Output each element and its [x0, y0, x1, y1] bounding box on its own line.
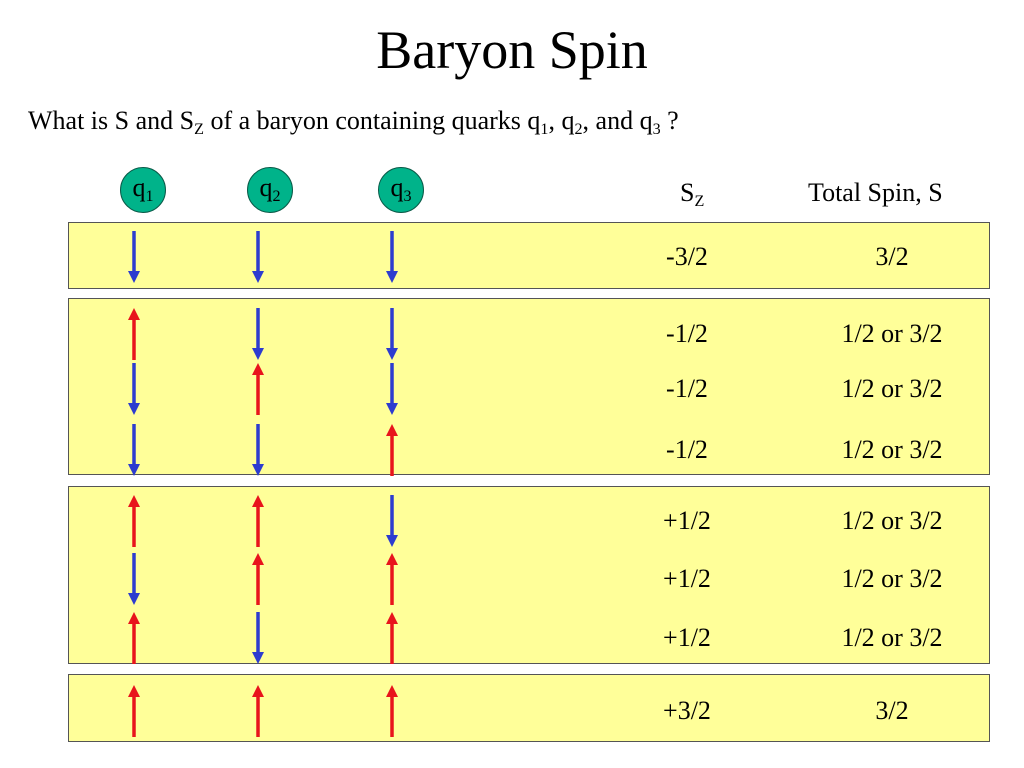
spin-up-arrow-icon	[128, 685, 140, 737]
spin-up-arrow-icon	[252, 363, 264, 415]
sz-value: +1/2	[663, 506, 711, 535]
sz-value: -1/2	[666, 374, 708, 403]
sz-header-label: S	[680, 178, 695, 207]
question-sep2: , and q	[582, 106, 653, 135]
total-spin-value: 1/2 or 3/2	[841, 506, 943, 535]
spin-group-panel	[68, 222, 990, 289]
question-sep1: , q	[548, 106, 575, 135]
quark-q2-circle: q2	[247, 167, 293, 213]
total-spin-value: 1/2 or 3/2	[841, 435, 943, 464]
spin-down-arrow-icon	[386, 231, 398, 283]
quark-q3-subscript: 3	[403, 187, 412, 205]
spin-up-arrow-icon	[386, 553, 398, 605]
quark-q3-label: q	[390, 173, 404, 202]
spin-down-arrow-icon	[252, 612, 264, 664]
spin-down-arrow-icon	[252, 231, 264, 283]
spin-group-panel	[68, 298, 990, 475]
spin-up-arrow-icon	[252, 685, 264, 737]
sz-value: -1/2	[666, 319, 708, 348]
quark-q2-label: q	[259, 173, 273, 202]
question-q1-subscript: 1	[540, 120, 549, 138]
question-suffix: ?	[660, 106, 679, 135]
total-spin-value: 1/2 or 3/2	[841, 374, 943, 403]
sz-value: -1/2	[666, 435, 708, 464]
spin-up-arrow-icon	[252, 495, 264, 547]
spin-up-arrow-icon	[386, 612, 398, 664]
spin-down-arrow-icon	[252, 424, 264, 476]
total-spin-value: 1/2 or 3/2	[841, 623, 943, 652]
spin-down-arrow-icon	[128, 363, 140, 415]
sz-header-subscript: Z	[694, 192, 705, 210]
quark-q1-subscript: 1	[145, 187, 154, 205]
spin-down-arrow-icon	[386, 308, 398, 360]
question-text: What is S and SZ of a baryon containing …	[28, 104, 679, 138]
sz-value: +1/2	[663, 623, 711, 652]
total-spin-value: 1/2 or 3/2	[841, 319, 943, 348]
total-spin-value: 1/2 or 3/2	[841, 564, 943, 593]
slide-title: Baryon Spin	[376, 20, 648, 80]
spin-down-arrow-icon	[386, 363, 398, 415]
question-q3-subscript: 3	[652, 120, 661, 138]
spin-down-arrow-icon	[252, 308, 264, 360]
spin-up-arrow-icon	[252, 553, 264, 605]
total-spin-value: 3/2	[875, 696, 909, 725]
total-spin-value: 3/2	[875, 242, 909, 271]
question-sz-subscript: Z	[194, 120, 204, 138]
spin-down-arrow-icon	[128, 553, 140, 605]
quark-q2-subscript: 2	[272, 187, 281, 205]
question-prefix: What is S and S	[28, 106, 195, 135]
total-spin-column-header: Total Spin, S	[808, 178, 943, 207]
quark-q1-circle: q1	[120, 167, 166, 213]
spin-up-arrow-icon	[386, 424, 398, 476]
spin-group-panel	[68, 486, 990, 664]
spin-down-arrow-icon	[128, 231, 140, 283]
spin-up-arrow-icon	[128, 495, 140, 547]
spin-up-arrow-icon	[128, 308, 140, 360]
spin-down-arrow-icon	[386, 495, 398, 547]
quark-q1-label: q	[132, 173, 146, 202]
sz-column-header: SZ	[680, 176, 704, 210]
sz-value: +3/2	[663, 696, 711, 725]
spin-up-arrow-icon	[386, 685, 398, 737]
question-q2-subscript: 2	[574, 120, 583, 138]
spin-down-arrow-icon	[128, 424, 140, 476]
spin-group-panel	[68, 674, 990, 742]
sz-value: +1/2	[663, 564, 711, 593]
spin-up-arrow-icon	[128, 612, 140, 664]
quark-q3-circle: q3	[378, 167, 424, 213]
question-mid: of a baryon containing quarks q	[203, 106, 541, 135]
sz-value: -3/2	[666, 242, 708, 271]
